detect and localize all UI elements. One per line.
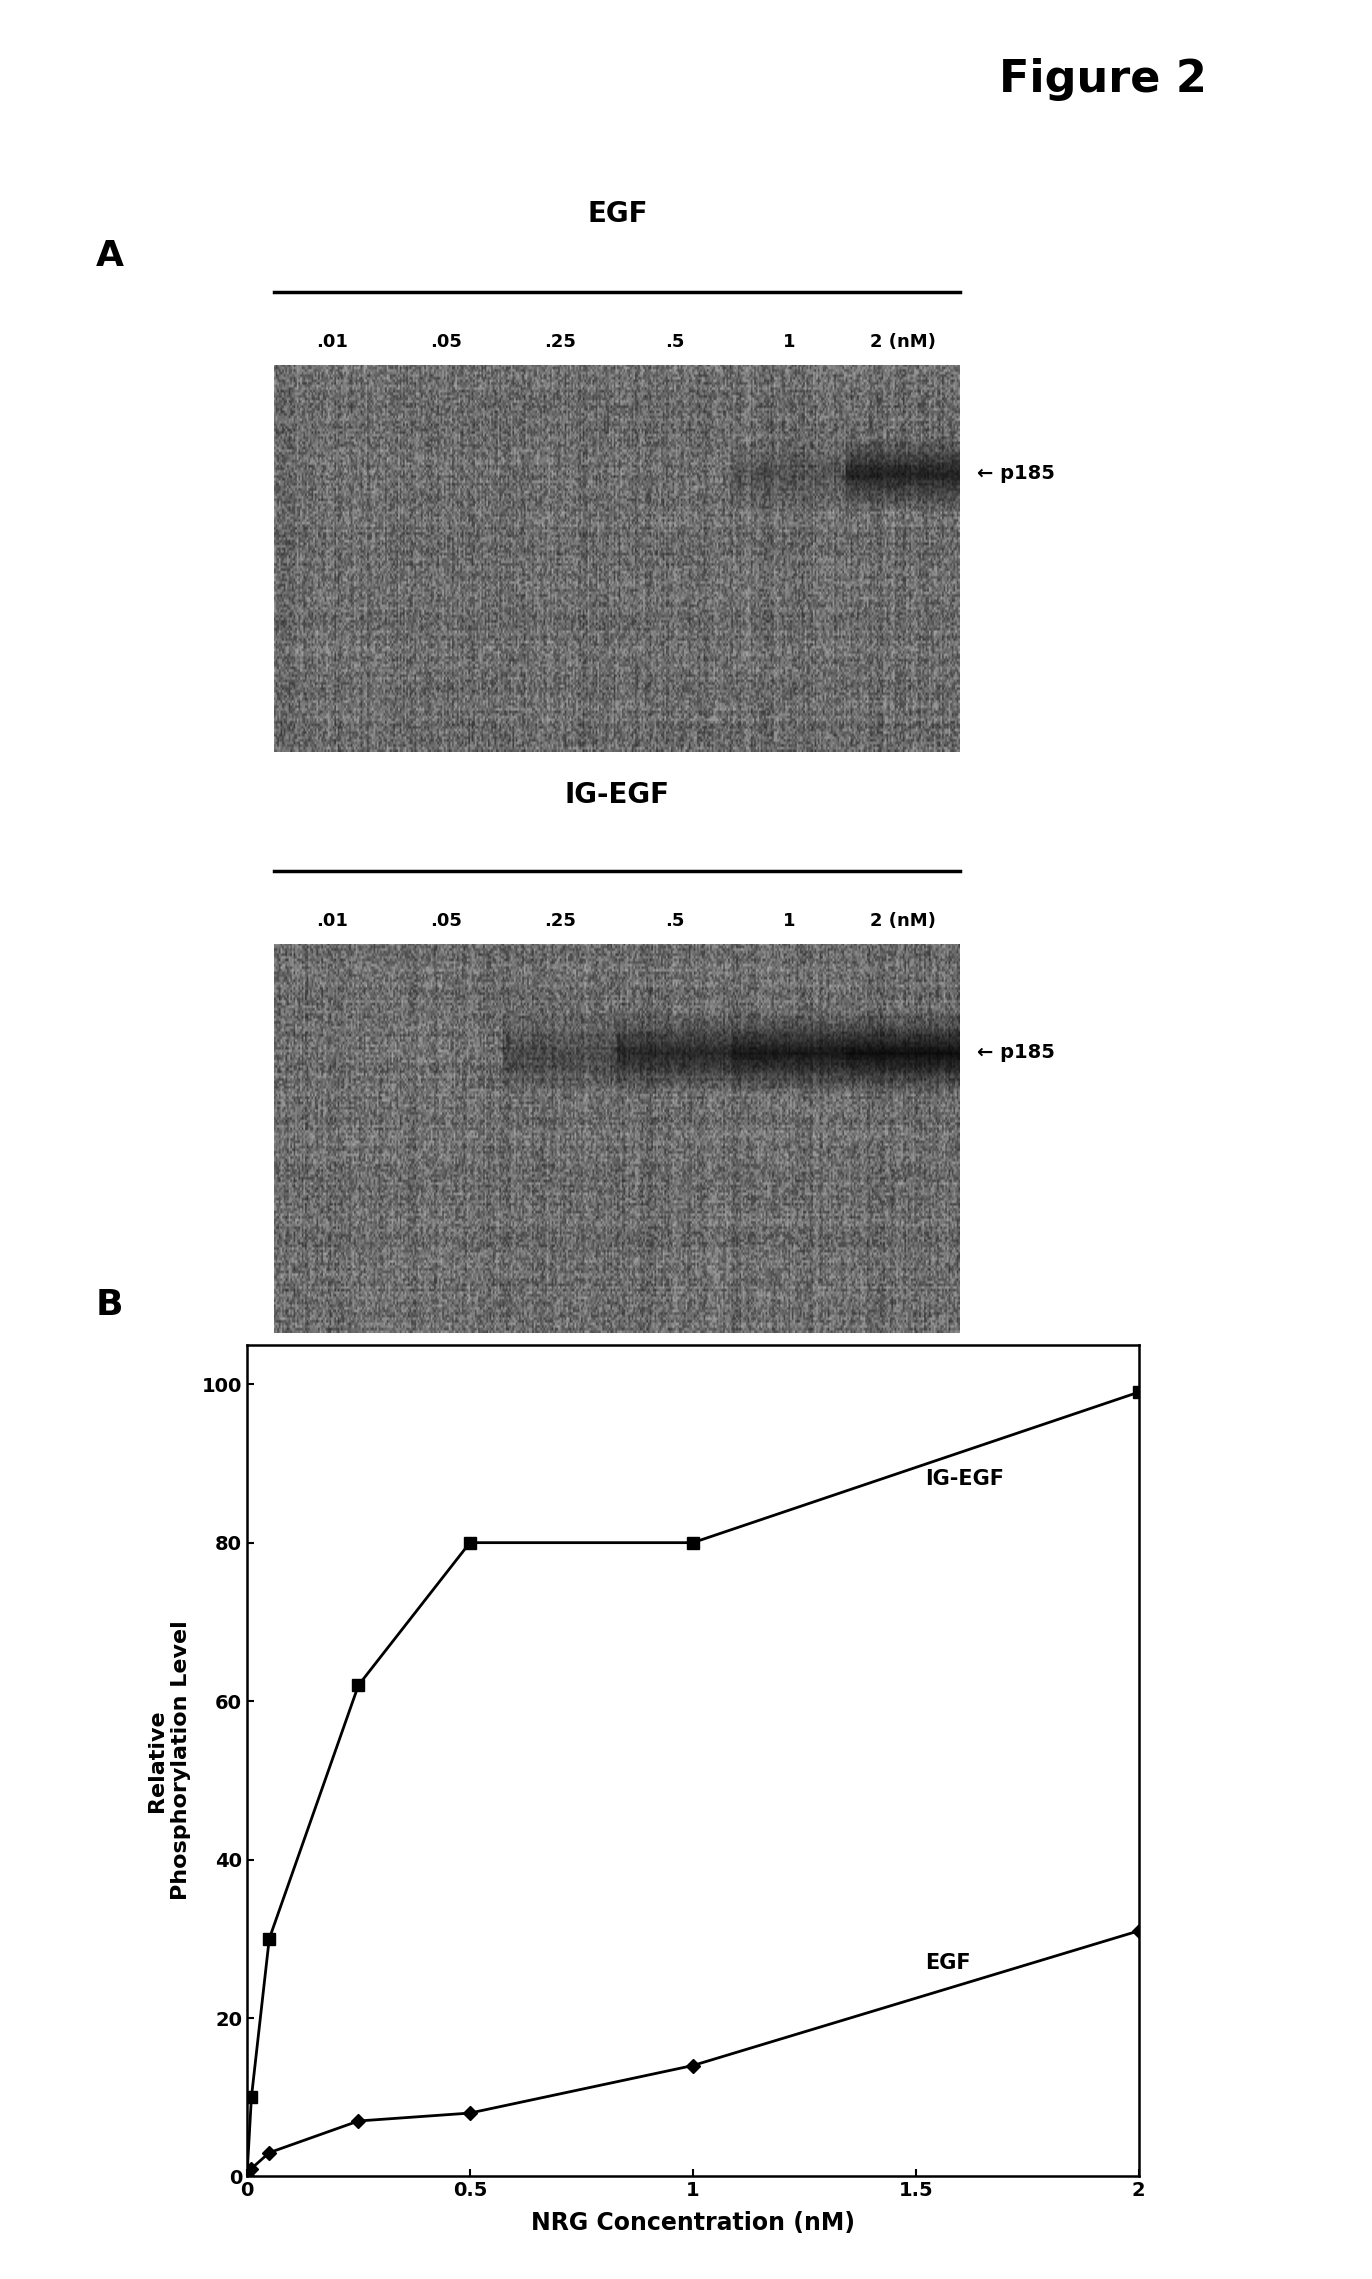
Text: 2 (nM): 2 (nM) <box>870 912 936 930</box>
Text: 1: 1 <box>782 333 796 351</box>
Text: .5: .5 <box>665 333 685 351</box>
Text: 2 (nM): 2 (nM) <box>870 333 936 351</box>
Y-axis label: Relative
Phosphorylation Level: Relative Phosphorylation Level <box>147 1620 191 1901</box>
Text: IG-EGF: IG-EGF <box>925 1470 1004 1488</box>
Text: 1: 1 <box>782 912 796 930</box>
Text: EGF: EGF <box>925 1953 970 1974</box>
X-axis label: NRG Concentration (nM): NRG Concentration (nM) <box>531 2211 855 2236</box>
Text: .01: .01 <box>316 333 347 351</box>
Text: .05: .05 <box>429 912 462 930</box>
Text: B: B <box>96 1288 123 1322</box>
Text: .25: .25 <box>545 912 576 930</box>
Text: ← p185: ← p185 <box>977 463 1055 483</box>
Text: Figure 2: Figure 2 <box>999 59 1207 100</box>
Text: .5: .5 <box>665 912 685 930</box>
Text: EGF: EGF <box>587 201 648 228</box>
Text: IG-EGF: IG-EGF <box>565 782 670 809</box>
Text: .01: .01 <box>316 912 347 930</box>
Text: .25: .25 <box>545 333 576 351</box>
Text: .05: .05 <box>429 333 462 351</box>
Text: A: A <box>96 239 123 273</box>
Text: ← p185: ← p185 <box>977 1044 1055 1062</box>
